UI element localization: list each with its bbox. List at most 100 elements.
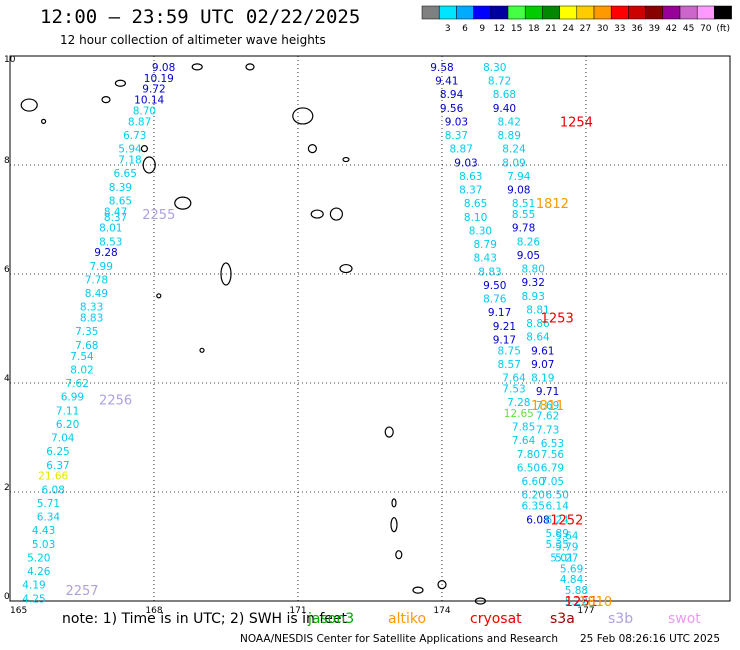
wave-height-value: 8.76 <box>483 294 507 306</box>
wave-height-value: 7.54 <box>70 351 94 363</box>
wave-height-value: 8.80 <box>522 264 545 276</box>
wave-height-value: 9.03 <box>445 116 468 128</box>
legend-swatch-label: 15 <box>511 24 522 34</box>
island-outline <box>329 207 343 221</box>
wave-height-value: 7.04 <box>51 433 75 445</box>
legend-swatch-label: 70 <box>700 24 712 34</box>
legend-swatch-label: 6 <box>462 24 468 34</box>
wave-height-value: 9.28 <box>94 247 117 259</box>
wave-height-value: 8.86 <box>526 318 550 330</box>
island-outline <box>307 144 317 154</box>
legend-swatch-label: 27 <box>580 24 591 34</box>
wave-height-value: 8.65 <box>464 198 487 210</box>
legend-swatch-label: 42 <box>666 24 677 34</box>
legend-altika: altiko <box>388 611 427 627</box>
wave-height-value: 8.81 <box>526 304 549 316</box>
wave-height-value: 6.25 <box>46 446 69 458</box>
wave-height-value: 5.01 <box>550 552 573 564</box>
y-tick-label: 0 <box>4 592 10 602</box>
island-outline <box>20 98 38 112</box>
wave-height-value: 6.37 <box>46 460 69 472</box>
wave-height-value: 8.83 <box>80 313 103 325</box>
wave-height-value: 6.34 <box>37 512 61 524</box>
wave-height-value: 8.02 <box>70 364 93 376</box>
wave-height-value: 7.68 <box>75 340 98 352</box>
island-outline <box>384 426 394 438</box>
wave-height-value: 9.03 <box>454 157 477 169</box>
island-outline <box>391 498 397 508</box>
wave-height-value: 7.64 <box>502 373 526 385</box>
wave-height-value: 8.72 <box>488 76 511 88</box>
wave-height-value: 5.69 <box>560 563 583 575</box>
island-outline <box>437 580 447 590</box>
wave-height-value: 5.27 <box>555 552 578 564</box>
legend-swot: swot <box>668 611 701 627</box>
footer-timestamp: 25 Feb 08:26:16 UTC 2025 <box>580 633 720 645</box>
wave-height-value: 7.62 <box>536 411 559 423</box>
wave-height-value: 7.78 <box>85 274 108 286</box>
track-pass-label: 2257 <box>65 584 98 599</box>
wave-height-value: 8.63 <box>459 171 482 183</box>
wave-height-value: 6.50 <box>546 490 569 502</box>
wave-height-value: 8.51 <box>512 198 535 210</box>
island-outline <box>292 107 314 125</box>
track-pass-label: 1252 <box>550 513 583 528</box>
wave-height-value: 9.05 <box>517 250 540 262</box>
wave-height-value: 6.73 <box>123 130 146 142</box>
track-pass-label: 1253 <box>541 312 574 327</box>
island-outline <box>342 156 350 163</box>
wave-height-value: 8.10 <box>464 212 487 224</box>
wave-height-value: 6.50 <box>517 462 540 474</box>
wave-height-value: 8.37 <box>104 212 127 224</box>
legend-swatch <box>714 5 732 20</box>
legend-jason3: jason3 <box>308 611 355 627</box>
wave-height-value: 7.05 <box>541 476 564 488</box>
wave-height-value: 8.30 <box>469 225 492 237</box>
wave-height-value: 8.47 <box>104 206 127 218</box>
x-tick-label: 165 <box>10 606 27 616</box>
legend-s3a: s3a <box>550 611 575 627</box>
wave-height-value: 9.17 <box>488 307 511 319</box>
track-pass-label: 2255 <box>142 208 175 223</box>
legend-s3b: s3b <box>608 611 634 627</box>
wave-height-value: 5.88 <box>565 585 588 597</box>
island-outline <box>395 550 403 560</box>
island-outline <box>40 118 47 125</box>
track-c: 5.645.795.275.694.845.885.22 <box>555 531 588 608</box>
wave-height-value: 4.19 <box>22 580 45 592</box>
track-pass-label: 1254 <box>560 115 593 130</box>
note-text: note: 1) Time is in UTC; 2) SWH is in fe… <box>62 611 348 627</box>
track-pass-label: 1810 <box>579 595 612 610</box>
wave-height-value: 9.56 <box>440 103 464 115</box>
wave-height-value: 8.30 <box>483 62 506 74</box>
island-outline <box>140 145 148 153</box>
wave-height-value: 7.69 <box>536 400 559 412</box>
wave-height-value: 8.19 <box>531 373 554 385</box>
track-pass-label: 1812 <box>536 197 569 212</box>
wave-height-value: 4.43 <box>32 525 55 537</box>
y-tick-label: 6 <box>4 265 10 275</box>
wave-height-value: 8.55 <box>512 209 535 221</box>
wave-height-value: 5.89 <box>546 528 569 540</box>
x-tick-label: 168 <box>145 606 162 616</box>
island-outline <box>245 63 255 71</box>
wave-height-value: 7.11 <box>56 405 79 417</box>
island-outline <box>101 95 111 104</box>
legend-swatch-label: 21 <box>545 24 556 34</box>
island-outline <box>174 196 192 210</box>
wave-height-value: 6.99 <box>61 392 84 404</box>
track-pass-label: 2256 <box>99 393 132 408</box>
wave-height-value: 8.87 <box>128 116 151 128</box>
wave-height-value: 8.64 <box>526 332 550 344</box>
legend-cryosat: cryosat <box>470 611 522 627</box>
wave-height-value: 8.87 <box>450 144 473 156</box>
legend-unit-label: (ft) <box>716 24 730 34</box>
legend-swatch-label: 9 <box>479 24 485 34</box>
legend-swatch-label: 45 <box>683 24 694 34</box>
wave-height-value: 9.40 <box>493 103 516 115</box>
wave-height-value: 8.37 <box>459 185 482 197</box>
wave-height-value: 7.64 <box>512 435 536 447</box>
wave-height-value: 6.08 <box>526 514 549 526</box>
wave-height-value: 8.68 <box>493 89 516 101</box>
x-tick-label: 174 <box>433 606 450 616</box>
